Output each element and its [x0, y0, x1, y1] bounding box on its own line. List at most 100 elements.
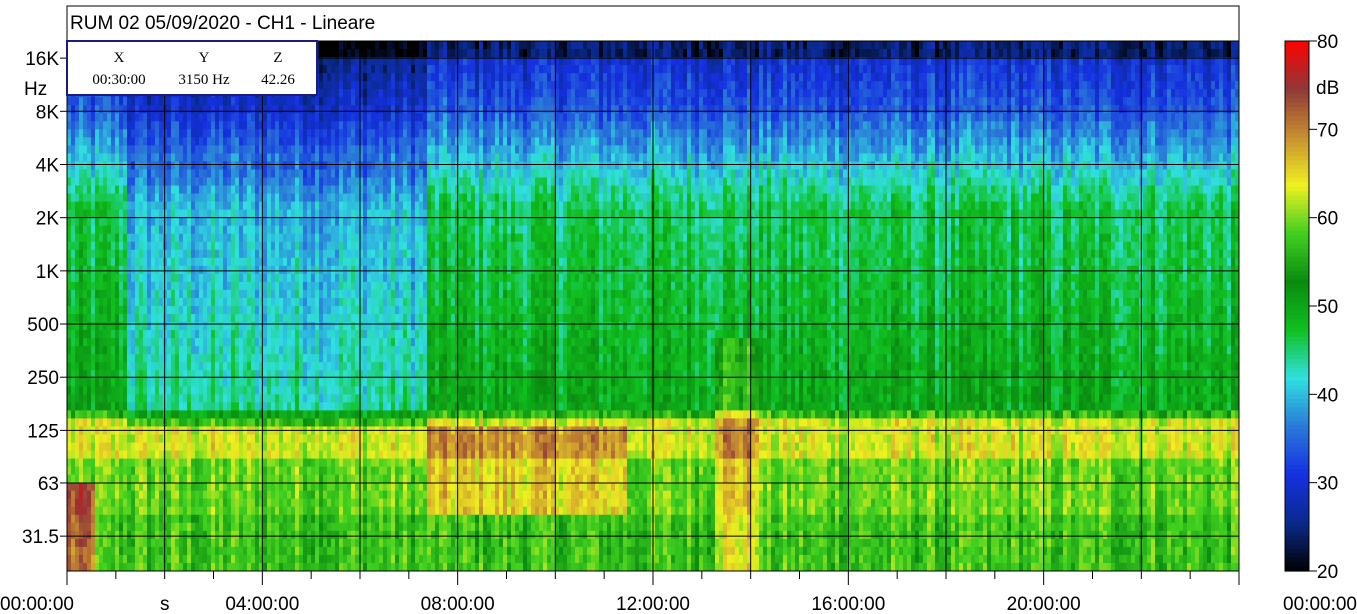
heatmap-cell	[739, 105, 744, 114]
heatmap-cell	[255, 153, 260, 162]
heatmap-cell	[319, 113, 324, 122]
heatmap-cell	[307, 105, 312, 114]
heatmap-cell	[1215, 161, 1220, 170]
heatmap-cell	[111, 113, 116, 122]
heatmap-cell	[695, 65, 700, 74]
heatmap-cell	[375, 121, 380, 130]
heatmap-cell	[431, 97, 436, 106]
heatmap-cell	[415, 137, 420, 146]
heatmap-cell	[227, 113, 232, 122]
heatmap-cell	[727, 113, 732, 122]
heatmap-cell	[1159, 161, 1164, 170]
heatmap-cell	[447, 97, 452, 106]
heatmap-cell	[75, 121, 80, 130]
heatmap-cell	[891, 145, 896, 154]
heatmap-cell	[343, 153, 348, 162]
heatmap-cell	[659, 97, 664, 106]
heatmap-cell	[111, 145, 116, 154]
heatmap-cell	[855, 129, 860, 138]
heatmap-cell	[535, 97, 540, 106]
heatmap-cell	[623, 49, 628, 58]
heatmap-cell	[691, 49, 696, 58]
heatmap-cell	[995, 121, 1000, 130]
heatmap-cell	[391, 121, 396, 130]
heatmap-cell	[1103, 161, 1108, 170]
heatmap-cell	[531, 153, 536, 162]
heatmap-cell	[123, 97, 128, 106]
heatmap-cell	[99, 137, 104, 146]
heatmap-cell	[1159, 129, 1164, 138]
heatmap-cell	[907, 105, 912, 114]
heatmap-cell	[543, 153, 548, 162]
heatmap-cell	[715, 145, 720, 154]
heatmap-cell	[1195, 41, 1200, 50]
heatmap-cell	[1095, 153, 1100, 162]
heatmap-cell	[759, 49, 764, 58]
heatmap-cell	[223, 145, 228, 154]
heatmap-cell	[171, 145, 176, 154]
heatmap-cell	[151, 145, 156, 154]
heatmap-cell	[295, 161, 300, 170]
heatmap-cell	[927, 65, 932, 74]
heatmap-cell	[1131, 161, 1136, 170]
heatmap-cell	[639, 121, 644, 130]
heatmap-cell	[215, 137, 220, 146]
heatmap-cell	[655, 89, 660, 98]
heatmap-cell	[111, 169, 116, 178]
heatmap-cell	[691, 73, 696, 82]
heatmap-cell	[851, 153, 856, 162]
heatmap-cell	[867, 137, 872, 146]
heatmap-cell	[283, 105, 288, 114]
heatmap-cell	[1159, 145, 1164, 154]
heatmap-cell	[87, 121, 92, 130]
heatmap-cell	[559, 73, 564, 82]
heatmap-cell	[807, 113, 812, 122]
heatmap-cell	[831, 121, 836, 130]
heatmap-cell	[503, 81, 508, 90]
heatmap-cell	[579, 129, 584, 138]
heatmap-cell	[683, 153, 688, 162]
heatmap-cell	[367, 73, 372, 82]
heatmap-cell	[743, 49, 748, 58]
heatmap-cell	[591, 145, 596, 154]
heatmap-cell	[431, 169, 436, 178]
heatmap-cell	[1067, 49, 1072, 58]
heatmap-cell	[567, 49, 572, 58]
heatmap-cell	[147, 161, 152, 170]
heatmap-cell	[111, 97, 116, 106]
heatmap-cell	[1215, 153, 1220, 162]
heatmap-cell	[219, 153, 224, 162]
heatmap-cell	[911, 49, 916, 58]
heatmap-cell	[83, 129, 88, 138]
heatmap-cell	[751, 129, 756, 138]
heatmap-cell	[1039, 97, 1044, 106]
heatmap-cell	[871, 153, 876, 162]
heatmap-cell	[603, 113, 608, 122]
heatmap-cell	[1063, 105, 1068, 114]
heatmap-cell	[767, 129, 772, 138]
heatmap-cell	[159, 161, 164, 170]
heatmap-cell	[667, 161, 672, 170]
heatmap-cell	[263, 145, 268, 154]
heatmap-cell	[251, 121, 256, 130]
heatmap-cell	[283, 113, 288, 122]
heatmap-cell	[1079, 121, 1084, 130]
heatmap-cell	[1179, 113, 1184, 122]
heatmap-cell	[303, 137, 308, 146]
heatmap-cell	[803, 113, 808, 122]
heatmap-cell	[795, 81, 800, 90]
heatmap-cell	[807, 121, 812, 130]
heatmap-cell	[679, 41, 684, 50]
heatmap-cell	[1051, 65, 1056, 74]
heatmap-cell	[1199, 113, 1204, 122]
heatmap-cell	[83, 145, 88, 154]
heatmap-cell	[567, 121, 572, 130]
heatmap-cell	[223, 105, 228, 114]
heatmap-cell	[699, 113, 704, 122]
heatmap-cell	[475, 73, 480, 82]
heatmap-cell	[939, 137, 944, 146]
heatmap-cell	[1095, 145, 1100, 154]
heatmap-cell	[1143, 81, 1148, 90]
heatmap-cell	[487, 145, 492, 154]
heatmap-cell	[571, 49, 576, 58]
